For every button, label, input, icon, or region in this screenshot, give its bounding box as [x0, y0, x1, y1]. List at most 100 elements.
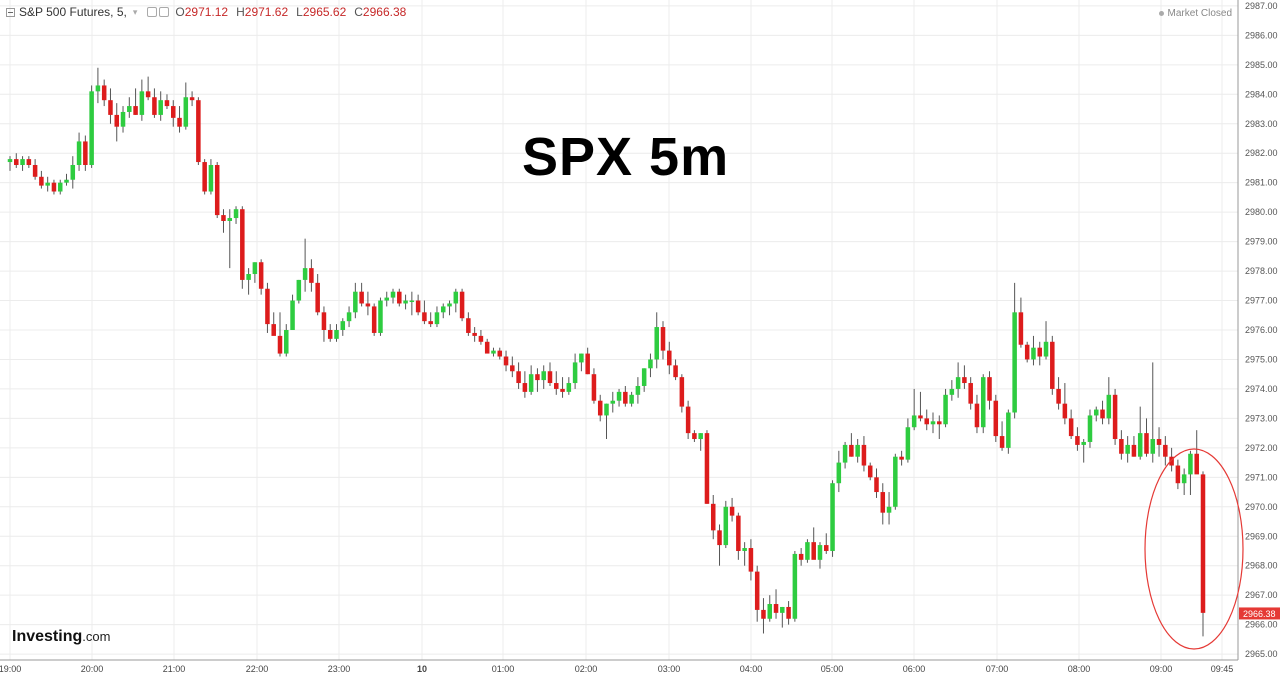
- candle: [346, 306, 352, 328]
- candle: [773, 589, 779, 619]
- candle: [811, 527, 816, 560]
- candle-body: [359, 291, 364, 304]
- y-tick-label: 2969.00: [1245, 531, 1278, 541]
- candle: [949, 380, 955, 401]
- y-tick-label: 2978.00: [1245, 266, 1278, 276]
- candle-body: [70, 165, 76, 180]
- candle-body: [660, 327, 666, 351]
- candle-body: [340, 321, 346, 330]
- candle: [993, 394, 999, 442]
- candle-body: [604, 403, 609, 416]
- candle-body: [1163, 444, 1168, 457]
- y-tick-label: 2984.00: [1245, 89, 1278, 99]
- candle: [723, 500, 729, 549]
- candle-body: [334, 330, 339, 339]
- candle: [208, 159, 214, 195]
- candle: [108, 88, 113, 124]
- candle-body: [1150, 439, 1156, 454]
- candle: [1175, 459, 1181, 490]
- candle-body: [170, 106, 176, 118]
- candle: [189, 91, 195, 107]
- candle-body: [911, 415, 917, 428]
- candle: [20, 156, 25, 171]
- candle: [183, 82, 189, 130]
- candle: [572, 353, 578, 389]
- candle-body: [899, 456, 904, 460]
- chevron-down-icon[interactable]: ▾: [132, 6, 138, 17]
- y-tick-label: 2975.00: [1245, 354, 1278, 364]
- collapse-icon[interactable]: [6, 7, 15, 17]
- candle-body: [667, 350, 672, 366]
- candle-body: [114, 114, 120, 127]
- candle: [623, 385, 628, 407]
- candle-body: [1012, 312, 1017, 413]
- candle: [177, 106, 182, 133]
- candle: [246, 268, 251, 295]
- candle: [70, 156, 76, 189]
- x-tick-label: 09:45: [1211, 664, 1234, 674]
- symbol-label: S&P 500 Futures, 5,: [19, 5, 127, 19]
- candle-body: [258, 262, 264, 289]
- candle: [83, 135, 88, 171]
- candle: [1012, 282, 1017, 419]
- settings-icon[interactable]: [159, 7, 170, 17]
- candle: [415, 294, 421, 316]
- candle: [152, 88, 157, 118]
- x-tick-label: 01:00: [492, 664, 515, 674]
- candle-body: [830, 483, 835, 551]
- candle: [384, 291, 389, 307]
- candle-body: [641, 368, 647, 386]
- x-tick-label: 23:00: [328, 664, 351, 674]
- candle: [554, 371, 559, 395]
- candle: [980, 374, 986, 434]
- candle: [478, 330, 484, 345]
- candle-body: [767, 604, 773, 619]
- candle: [616, 388, 622, 407]
- candle: [641, 368, 647, 392]
- candle: [710, 495, 716, 540]
- candle-body: [466, 318, 471, 333]
- candle-body: [522, 383, 528, 392]
- y-tick-label: 2982.00: [1245, 148, 1278, 158]
- status-dot-icon: [1158, 10, 1164, 16]
- candle-body: [415, 300, 421, 313]
- candle: [296, 279, 302, 304]
- candle: [880, 483, 886, 525]
- x-tick-label: 02:00: [575, 664, 598, 674]
- candle-body: [610, 400, 616, 404]
- brand-logo[interactable]: Investing.com: [12, 628, 110, 646]
- candle: [139, 79, 145, 121]
- y-tick-label: 2976.00: [1245, 325, 1278, 335]
- candle: [798, 548, 804, 566]
- candle-body: [623, 391, 628, 404]
- candle: [497, 347, 503, 360]
- candle: [258, 259, 264, 295]
- candle: [597, 394, 603, 422]
- candle-body: [535, 374, 540, 381]
- candle: [1194, 430, 1199, 475]
- candle: [164, 94, 170, 110]
- candle-body: [1169, 456, 1174, 466]
- candle-body: [572, 362, 578, 384]
- candle: [158, 91, 163, 121]
- candle: [315, 274, 320, 316]
- candle: [202, 159, 207, 195]
- candle: [522, 371, 528, 398]
- candles: [7, 67, 1206, 637]
- eye-icon[interactable]: [147, 7, 158, 17]
- candle: [409, 291, 415, 316]
- candle-body: [1181, 474, 1187, 484]
- y-tick-label: 2968.00: [1245, 561, 1278, 571]
- candle: [1031, 335, 1036, 366]
- candle: [1075, 427, 1080, 451]
- close-key: C: [354, 5, 363, 19]
- candle: [1081, 439, 1086, 463]
- candle-body: [1087, 415, 1093, 442]
- candle: [635, 377, 641, 404]
- candle-body: [635, 385, 641, 395]
- candle-body: [704, 433, 710, 504]
- y-tick-label: 2971.00: [1245, 472, 1278, 482]
- candle-body: [861, 444, 867, 466]
- grid-lines: [0, 0, 1238, 660]
